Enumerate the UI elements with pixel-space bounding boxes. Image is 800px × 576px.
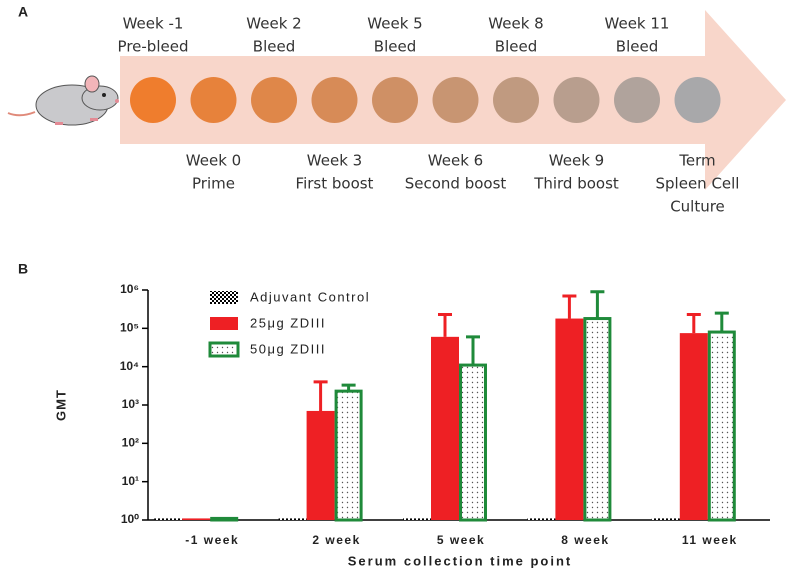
error-bar xyxy=(562,294,577,319)
timeline: Week -1 Pre-bleed Week 2 Bleed Week 5 Bleed We… xyxy=(118,15,740,216)
y-axis-label: GMT xyxy=(53,389,68,421)
error-bar xyxy=(438,312,452,337)
timepoint-circle xyxy=(432,77,479,123)
legend-swatch xyxy=(208,341,240,358)
bar xyxy=(459,363,487,522)
y-tick-label: 10⁶ xyxy=(120,282,139,296)
timeline-top-label: Week 8 xyxy=(488,15,543,33)
timeline-top-label: Bleed xyxy=(495,38,537,56)
timepoint-circle xyxy=(372,77,418,123)
timeline-bottom-label: Week 0 xyxy=(186,152,241,170)
bar xyxy=(154,518,183,520)
legend-label: 50μg ZDIII xyxy=(250,341,326,356)
error-bar xyxy=(313,380,328,411)
timeline-bottom-label: Third boost xyxy=(533,175,619,193)
mouse-icon xyxy=(7,75,119,126)
timepoint-circle xyxy=(493,77,539,123)
timeline-bottom-label: Term xyxy=(678,152,715,170)
x-tick-label: -1 week xyxy=(185,533,239,547)
legend-swatch xyxy=(210,317,238,330)
x-axis-label: Serum collection time point xyxy=(348,553,572,568)
y-tick-label: 10² xyxy=(122,436,139,450)
timeline-top-label: Week 2 xyxy=(246,15,301,33)
legend-label: Adjuvant Control xyxy=(250,289,370,304)
timepoint-circle xyxy=(130,77,176,123)
bar xyxy=(306,410,335,520)
bar xyxy=(210,516,239,522)
y-tick-label: 10⁰ xyxy=(121,512,139,526)
bar xyxy=(431,336,459,520)
timeline-top-label: Bleed xyxy=(616,38,658,56)
bar xyxy=(583,317,612,522)
legend-label: 25μg ZDIII xyxy=(250,315,326,330)
y-tick-label: 10¹ xyxy=(122,474,139,488)
timepoint-circle xyxy=(251,77,297,123)
timeline-bottom-label: Culture xyxy=(670,198,725,216)
timeline-top-label: Week 11 xyxy=(605,15,670,33)
bar xyxy=(403,518,431,520)
x-tick-label: 8 week xyxy=(561,533,609,547)
x-tick-label: 11 week xyxy=(682,533,738,547)
bar xyxy=(527,518,556,520)
panel-label: B xyxy=(18,261,28,277)
timeline-bottom-label: Week 3 xyxy=(307,152,362,170)
timeline-bottom-label: Second boost xyxy=(405,175,507,193)
timeline-top-label: Week 5 xyxy=(367,15,422,33)
error-bar xyxy=(466,335,480,366)
timepoint-circle xyxy=(674,77,721,123)
timeline-bottom-label: Week 9 xyxy=(549,152,604,170)
y-tick-label: 10⁵ xyxy=(120,321,139,335)
error-bar xyxy=(686,312,701,334)
timeline-bottom-label: Week 6 xyxy=(428,152,483,170)
timeline-bottom-label: Spleen Cell xyxy=(656,175,740,193)
chart: B 10⁰ 10¹ 10² 10³ 10⁴ 10⁵ 10⁶ GMT Serum collectio… xyxy=(18,261,770,568)
timepoint-circle xyxy=(311,77,358,123)
bar xyxy=(707,330,736,522)
bar xyxy=(651,518,680,520)
bar xyxy=(679,333,708,520)
panel-label: A xyxy=(18,4,28,20)
timeline-top-label: Bleed xyxy=(253,38,295,56)
bar xyxy=(555,318,584,520)
timeline-top-label: Pre-bleed xyxy=(118,38,189,56)
timepoint-circle xyxy=(190,77,237,123)
y-tick-label: 10³ xyxy=(122,397,139,411)
timeline-top-label: Week -1 xyxy=(123,15,184,33)
timepoint-circle xyxy=(553,77,600,123)
bar xyxy=(334,389,363,522)
bar xyxy=(278,518,307,520)
timeline-bottom-label: Prime xyxy=(192,175,235,193)
timeline-bottom-label: First boost xyxy=(296,175,374,193)
legend-swatch xyxy=(210,291,238,304)
error-bar xyxy=(590,290,605,319)
x-tick-label: 5 week xyxy=(437,533,485,547)
y-tick-label: 10⁴ xyxy=(120,359,139,373)
timeline-top-label: Bleed xyxy=(374,38,416,56)
error-bar xyxy=(714,311,729,333)
timepoint-circle xyxy=(614,77,660,123)
x-tick-label: 2 week xyxy=(312,533,360,547)
bar xyxy=(182,518,211,520)
